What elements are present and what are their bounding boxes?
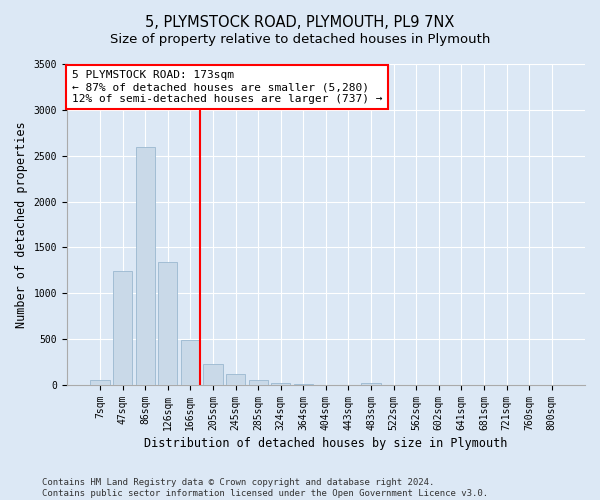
Bar <box>158 262 178 385</box>
Bar <box>248 380 268 385</box>
X-axis label: Distribution of detached houses by size in Plymouth: Distribution of detached houses by size … <box>144 437 508 450</box>
Bar <box>361 383 380 385</box>
Text: 5 PLYMSTOCK ROAD: 173sqm
← 87% of detached houses are smaller (5,280)
12% of sem: 5 PLYMSTOCK ROAD: 173sqm ← 87% of detach… <box>72 70 382 104</box>
Text: 5, PLYMSTOCK ROAD, PLYMOUTH, PL9 7NX: 5, PLYMSTOCK ROAD, PLYMOUTH, PL9 7NX <box>145 15 455 30</box>
Bar <box>203 364 223 385</box>
Text: Contains HM Land Registry data © Crown copyright and database right 2024.
Contai: Contains HM Land Registry data © Crown c… <box>42 478 488 498</box>
Bar <box>136 148 155 385</box>
Y-axis label: Number of detached properties: Number of detached properties <box>15 121 28 328</box>
Bar <box>226 374 245 385</box>
Bar <box>293 384 313 385</box>
Bar <box>113 272 132 385</box>
Bar <box>181 340 200 385</box>
Bar <box>271 383 290 385</box>
Bar <box>91 380 110 385</box>
Text: Size of property relative to detached houses in Plymouth: Size of property relative to detached ho… <box>110 32 490 46</box>
